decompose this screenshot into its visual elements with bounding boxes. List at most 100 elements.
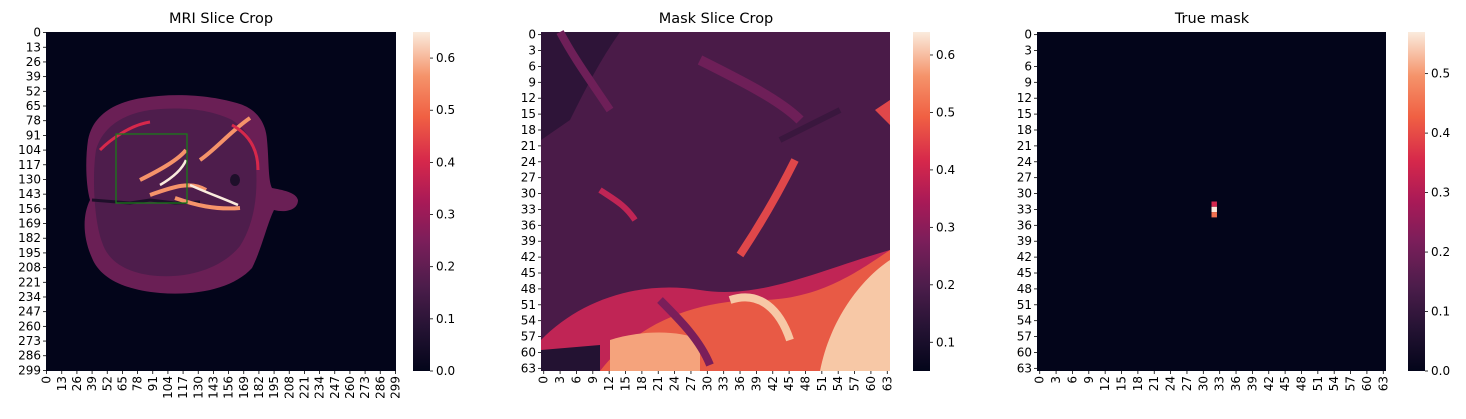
y-tick-label: 24: [521, 155, 536, 169]
x-tick-label: 78: [131, 376, 145, 391]
y-tick-label: 63: [521, 361, 536, 375]
y-tick-label: 221: [18, 275, 41, 289]
y-tick-label: 27: [521, 171, 536, 185]
y-tick-label: 60: [1017, 345, 1032, 359]
y-tick-label: 48: [521, 282, 536, 296]
y-tick-label: 42: [1017, 250, 1032, 264]
y-tick-label: 54: [1017, 314, 1032, 328]
y-tick-label: 286: [18, 349, 41, 363]
x-tick-label: 0: [537, 376, 551, 384]
chart-title: True mask: [1174, 11, 1250, 27]
y-tick-label: 3: [528, 44, 536, 58]
x-tick-label: 42: [1262, 376, 1276, 391]
colorbar: 0.0 0.1 0.2 0.3 0.4 0.5 0.6: [413, 32, 455, 378]
x-tick-label: 21: [1147, 376, 1161, 391]
x-tick-label: 221: [297, 376, 311, 399]
heatmap-area: [541, 30, 890, 371]
x-ticks: 0 3 6 9 12 15 18 21 24 27 30 33 36 39 42 45 48 51 54 57 60 63: [537, 371, 894, 391]
y-tick-label: 65: [26, 99, 41, 113]
y-tick-label: 33: [521, 202, 536, 216]
y-tick-label: 0: [33, 26, 41, 40]
x-tick-label: 9: [586, 376, 600, 384]
y-tick-label: 51: [521, 298, 536, 312]
x-tick-label: 13: [55, 376, 69, 391]
colorbar-tick-label: 0.6: [436, 51, 455, 65]
y-tick-label: 21: [1017, 139, 1032, 153]
x-tick-label: 247: [328, 376, 342, 399]
x-tick-label: 143: [206, 376, 220, 399]
x-tick-label: 273: [358, 376, 372, 399]
x-tick-label: 36: [733, 376, 747, 391]
colorbar-ticks: 0.1 0.2 0.3 0.4 0.5 0.6: [930, 48, 955, 349]
y-tick-label: 39: [521, 234, 536, 248]
x-tick-label: 0: [40, 376, 54, 384]
x-tick-label: 234: [313, 376, 327, 399]
crop-box-annotation: [115, 133, 188, 204]
y-tick-label: 117: [18, 158, 41, 172]
colorbar-tick-label: 0.0: [436, 364, 455, 378]
x-tick-label: 48: [1294, 376, 1308, 391]
colorbar: 0.1 0.2 0.3 0.4 0.5 0.6: [913, 32, 955, 371]
colorbar-tick-label: 0.0: [1431, 364, 1450, 378]
chart-title: MRI Slice Crop: [169, 11, 273, 27]
y-tick-label: 30: [521, 187, 536, 201]
colorbar-tick-label: 0.5: [936, 105, 955, 119]
y-tick-label: 52: [26, 84, 41, 98]
y-tick-label: 18: [1017, 123, 1032, 137]
x-tick-label: 27: [684, 376, 698, 391]
x-tick-label: 33: [717, 376, 731, 391]
colorbar-tick-label: 0.3: [1431, 186, 1450, 200]
x-tick-label: 36: [1229, 376, 1243, 391]
colorbar-tick-label: 0.4: [936, 163, 955, 177]
mask-image: [541, 30, 890, 371]
x-tick-label: 63: [880, 376, 894, 391]
y-tick-label: 12: [521, 91, 536, 105]
x-tick-label: 33: [1213, 376, 1227, 391]
colorbar-tick-label: 0.3: [436, 208, 455, 222]
colorbar-gradient: [913, 32, 930, 371]
x-tick-label: 130: [191, 376, 205, 399]
mask-cells: [1211, 201, 1217, 218]
colorbar-tick-label: 0.2: [936, 278, 955, 292]
x-tick-label: 104: [161, 376, 175, 399]
y-tick-label: 299: [18, 363, 41, 377]
x-tick-label: 52: [100, 376, 114, 391]
y-tick-label: 60: [521, 345, 536, 359]
y-tick-label: 48: [1017, 282, 1032, 296]
y-tick-label: 0: [1024, 28, 1032, 42]
y-tick-label: 273: [18, 334, 41, 348]
y-tick-label: 234: [18, 290, 41, 304]
x-tick-label: 91: [146, 376, 160, 391]
x-tick-label: 195: [267, 376, 281, 399]
x-tick-label: 9: [1082, 376, 1096, 384]
x-tick-label: 65: [115, 376, 129, 391]
x-tick-label: 30: [1196, 376, 1210, 391]
x-tick-label: 3: [1049, 376, 1063, 384]
x-tick-label: 26: [70, 376, 84, 391]
x-tick-label: 54: [831, 376, 845, 391]
x-tick-label: 39: [1245, 376, 1259, 391]
x-tick-label: 15: [1115, 376, 1129, 391]
y-tick-label: 182: [18, 231, 41, 245]
y-tick-label: 18: [521, 123, 536, 137]
x-tick-label: 3: [553, 376, 567, 384]
mask-cell: [1211, 201, 1217, 207]
y-tick-label: 45: [521, 266, 536, 280]
x-tick-label: 45: [1278, 376, 1292, 391]
y-tick-label: 15: [1017, 107, 1032, 121]
y-tick-label: 130: [18, 172, 41, 186]
x-tick-label: 51: [1311, 376, 1325, 391]
x-tick-label: 54: [1327, 376, 1341, 391]
mask-cell: [1211, 212, 1217, 218]
y-tick-label: 169: [18, 217, 41, 231]
x-tick-label: 39: [749, 376, 763, 391]
x-ticks: 0 3 6 9 12 15 18 21 24 27 30 33 36 39 42 45 48 51 54 57 60 63: [1033, 371, 1390, 391]
y-tick-label: 21: [521, 139, 536, 153]
x-tick-label: 6: [569, 376, 583, 384]
x-tick-label: 156: [222, 376, 236, 399]
y-tick-label: 3: [1024, 44, 1032, 58]
colorbar-tick-label: 0.4: [1431, 126, 1450, 140]
y-tick-label: 57: [1017, 330, 1032, 344]
